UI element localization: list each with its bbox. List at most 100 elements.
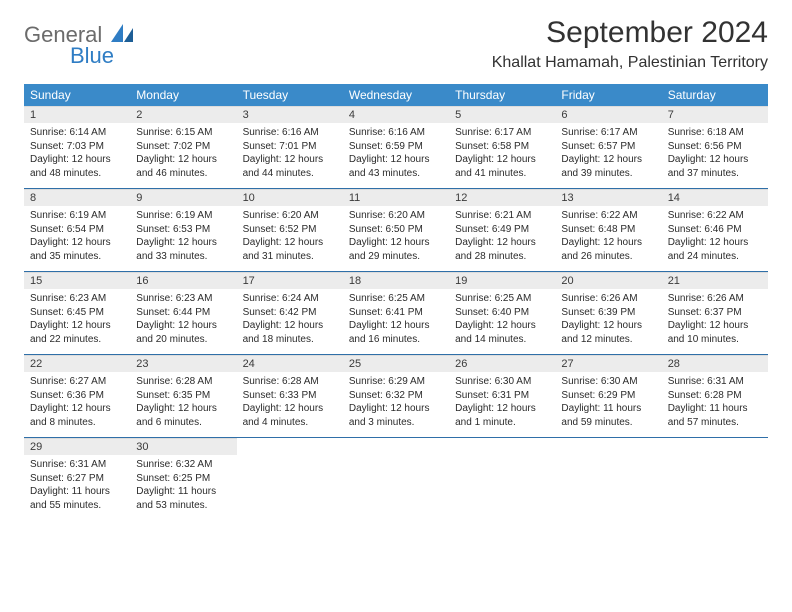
sunset-text: Sunset: 6:41 PM	[349, 306, 443, 320]
sunrise-text: Sunrise: 6:30 AM	[455, 375, 549, 389]
daylight-text: Daylight: 12 hours and 26 minutes.	[561, 236, 655, 263]
sunset-text: Sunset: 6:27 PM	[30, 472, 124, 486]
day-cell: 20Sunrise: 6:26 AMSunset: 6:39 PMDayligh…	[555, 272, 661, 354]
day-number: 2	[130, 106, 236, 123]
sunrise-text: Sunrise: 6:27 AM	[30, 375, 124, 389]
day-body: Sunrise: 6:25 AMSunset: 6:40 PMDaylight:…	[449, 289, 555, 352]
day-body: Sunrise: 6:23 AMSunset: 6:44 PMDaylight:…	[130, 289, 236, 352]
daylight-text: Daylight: 12 hours and 10 minutes.	[668, 319, 762, 346]
sunrise-text: Sunrise: 6:20 AM	[243, 209, 337, 223]
day-body: Sunrise: 6:30 AMSunset: 6:31 PMDaylight:…	[449, 372, 555, 435]
sunrise-text: Sunrise: 6:30 AM	[561, 375, 655, 389]
sunset-text: Sunset: 6:45 PM	[30, 306, 124, 320]
day-number: 19	[449, 272, 555, 289]
daylight-text: Daylight: 12 hours and 20 minutes.	[136, 319, 230, 346]
sunset-text: Sunset: 6:52 PM	[243, 223, 337, 237]
sunrise-text: Sunrise: 6:26 AM	[668, 292, 762, 306]
sunrise-text: Sunrise: 6:16 AM	[349, 126, 443, 140]
day-number: 15	[24, 272, 130, 289]
sunset-text: Sunset: 6:44 PM	[136, 306, 230, 320]
day-cell: 6Sunrise: 6:17 AMSunset: 6:57 PMDaylight…	[555, 106, 661, 188]
day-body: Sunrise: 6:16 AMSunset: 6:59 PMDaylight:…	[343, 123, 449, 186]
day-header: Saturday	[662, 84, 768, 106]
day-body: Sunrise: 6:17 AMSunset: 6:58 PMDaylight:…	[449, 123, 555, 186]
day-header-row: SundayMondayTuesdayWednesdayThursdayFrid…	[24, 84, 768, 106]
month-title: September 2024	[492, 16, 768, 50]
day-cell: 19Sunrise: 6:25 AMSunset: 6:40 PMDayligh…	[449, 272, 555, 354]
sunset-text: Sunset: 6:54 PM	[30, 223, 124, 237]
daylight-text: Daylight: 12 hours and 28 minutes.	[455, 236, 549, 263]
day-cell: 27 Sunrise: 6:30 AMSunset: 6:29 PMDayligh…	[555, 355, 661, 437]
day-number: 7	[662, 106, 768, 123]
sunset-text: Sunset: 6:42 PM	[243, 306, 337, 320]
day-body: Sunrise: 6:22 AMSunset: 6:48 PMDaylight:…	[555, 206, 661, 269]
day-body: Sunrise: 6:32 AMSunset: 6:25 PMDaylight:…	[130, 455, 236, 518]
day-body: Sunrise: 6:29 AMSunset: 6:32 PMDaylight:…	[343, 372, 449, 435]
sunrise-text: Sunrise: 6:31 AM	[30, 458, 124, 472]
sunrise-text: Sunrise: 6:25 AM	[455, 292, 549, 306]
sunrise-text: Sunrise: 6:28 AM	[136, 375, 230, 389]
day-number: 27	[555, 355, 661, 372]
day-cell: 24Sunrise: 6:28 AMSunset: 6:33 PMDayligh…	[237, 355, 343, 437]
sunrise-text: Sunrise: 6:23 AM	[136, 292, 230, 306]
day-number: 14	[662, 189, 768, 206]
daylight-text: Daylight: 12 hours and 24 minutes.	[668, 236, 762, 263]
empty-cell	[449, 438, 555, 520]
day-number: 8	[24, 189, 130, 206]
day-body: Sunrise: 6:27 AMSunset: 6:36 PMDaylight:…	[24, 372, 130, 435]
day-cell: 30Sunrise: 6:32 AMSunset: 6:25 PMDayligh…	[130, 438, 236, 520]
day-number: 20	[555, 272, 661, 289]
sunset-text: Sunset: 6:36 PM	[30, 389, 124, 403]
sunrise-text: Sunrise: 6:15 AM	[136, 126, 230, 140]
sunrise-text: Sunrise: 6:17 AM	[455, 126, 549, 140]
week-row: 15 Sunrise: 6:23 AM Sunset: 6:45 PM Dayligh…	[24, 272, 768, 355]
day-body: Sunrise: 6:21 AMSunset: 6:49 PMDaylight:…	[449, 206, 555, 269]
day-body: Sunrise: 6:20 AMSunset: 6:50 PMDaylight:…	[343, 206, 449, 269]
day-cell: 21Sunrise: 6:26 AMSunset: 6:37 PMDayligh…	[662, 272, 768, 354]
week-row: 1Sunrise: 6:14 AMSunset: 7:03 PMDaylight…	[24, 106, 768, 189]
logo-text-blue: Blue	[70, 45, 133, 67]
day-cell: 8Sunrise: 6:19 AMSunset: 6:54 PMDaylight…	[24, 189, 130, 271]
day-number: 21	[662, 272, 768, 289]
daylight-text: Daylight: 12 hours and 43 minutes.	[349, 153, 443, 180]
daylight-text: Daylight: 12 hours and 18 minutes.	[243, 319, 337, 346]
day-number: 26	[449, 355, 555, 372]
sunset-text: Sunset: 6:29 PM	[561, 389, 655, 403]
day-header: Sunday	[24, 84, 130, 106]
sunrise-text: Sunrise: 6:24 AM	[243, 292, 337, 306]
sunrise-text: Sunrise: 6:22 AM	[668, 209, 762, 223]
daylight-text: Daylight: 12 hours and 41 minutes.	[455, 153, 549, 180]
daylight-text: Daylight: 12 hours and 1 minute.	[455, 402, 549, 429]
sunrise-text: Sunrise: 6:14 AM	[30, 126, 124, 140]
sunset-text: Sunset: 6:31 PM	[455, 389, 549, 403]
day-cell: 5Sunrise: 6:17 AMSunset: 6:58 PMDaylight…	[449, 106, 555, 188]
day-cell: 14Sunrise: 6:22 AMSunset: 6:46 PMDayligh…	[662, 189, 768, 271]
day-body: Sunrise: 6:22 AMSunset: 6:46 PMDaylight:…	[662, 206, 768, 269]
daylight-text: Daylight: 12 hours and 37 minutes.	[668, 153, 762, 180]
sunrise-text: Sunrise: 6:28 AM	[243, 375, 337, 389]
day-header: Monday	[130, 84, 236, 106]
day-number: 23	[130, 355, 236, 372]
day-header: Thursday	[449, 84, 555, 106]
sunrise-text: Sunrise: 6:19 AM	[136, 209, 230, 223]
day-cell: 22Sunrise: 6:27 AMSunset: 6:36 PMDayligh…	[24, 355, 130, 437]
day-number: 9	[130, 189, 236, 206]
calendar-grid: SundayMondayTuesdayWednesdayThursdayFrid…	[24, 84, 768, 520]
daylight-text: Daylight: 12 hours and 33 minutes.	[136, 236, 230, 263]
daylight-text: Daylight: 12 hours and 46 minutes.	[136, 153, 230, 180]
sunrise-text: Sunrise: 6:16 AM	[243, 126, 337, 140]
empty-cell	[662, 438, 768, 520]
daylight-text: Daylight: 11 hours and 53 minutes.	[136, 485, 230, 512]
day-cell: 9Sunrise: 6:19 AMSunset: 6:53 PMDaylight…	[130, 189, 236, 271]
sunrise-text: Sunrise: 6:20 AM	[349, 209, 443, 223]
sunset-text: Sunset: 6:40 PM	[455, 306, 549, 320]
day-body: Sunrise: 6:25 AMSunset: 6:41 PMDaylight:…	[343, 289, 449, 352]
day-number: 12	[449, 189, 555, 206]
sunset-text: Sunset: 6:49 PM	[455, 223, 549, 237]
daylight-text: Daylight: 11 hours and 59 minutes.	[561, 402, 655, 429]
week-row: 29Sunrise: 6:31 AMSunset: 6:27 PMDayligh…	[24, 438, 768, 520]
sunset-text: Sunset: 6:50 PM	[349, 223, 443, 237]
location-label: Khallat Hamamah, Palestinian Territory	[492, 54, 768, 72]
daylight-text: Daylight: 12 hours and 12 minutes.	[561, 319, 655, 346]
sunset-text: Sunset: 6:57 PM	[561, 140, 655, 154]
